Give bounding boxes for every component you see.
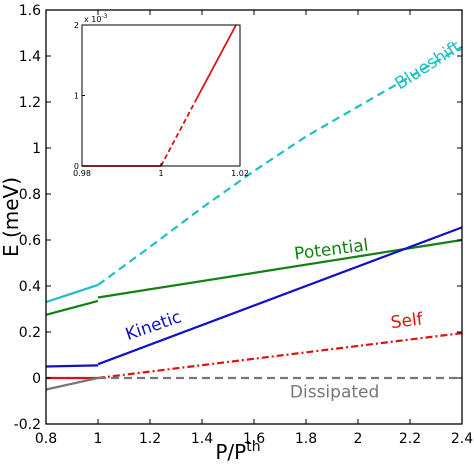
y-tick-label: -0.2 bbox=[14, 417, 41, 433]
x-axis-label-superscript: th bbox=[246, 439, 260, 455]
x-tick-label: 1.6 bbox=[243, 431, 265, 447]
inset-y-scale-label: x 10-3 bbox=[84, 13, 108, 24]
inset-y-tick-label: 1 bbox=[74, 92, 79, 101]
inset-background bbox=[82, 25, 240, 166]
x-axis-label: P/Pth bbox=[215, 439, 260, 464]
y-tick-label: 1.2 bbox=[19, 95, 41, 111]
series-blueshift-line-1 bbox=[45, 283, 99, 304]
y-tick-label: 0 bbox=[32, 371, 41, 387]
inset-x-tick-label: 1 bbox=[158, 169, 163, 178]
main-axes-ticks: 0.8 1 1.2 1.4 1.6 1.8 2 2.2 2.4 -0.2 0 0.2 0.4 0.6 0.8… bbox=[14, 3, 474, 447]
x-axis-label-main: P/P bbox=[215, 440, 246, 464]
y-tick-label: 0.6 bbox=[19, 233, 41, 249]
inset-x-tick-label: 0.98 bbox=[73, 169, 91, 178]
series-self-line-2 bbox=[97, 332, 463, 380]
inset-plot: 0.98 1 1.02 0 1 2 x 10-3 bbox=[73, 13, 249, 178]
inset-series-line-3 bbox=[195, 24, 237, 100]
y-tick-label: 1.6 bbox=[19, 3, 41, 19]
inset-y-tick-label: 2 bbox=[74, 21, 79, 30]
x-tick-label: 2.4 bbox=[451, 431, 473, 447]
series-label-dissipated: Dissipated bbox=[290, 383, 379, 403]
x-tick-label: 1.4 bbox=[191, 431, 213, 447]
y-tick-label: 0.2 bbox=[19, 325, 41, 341]
series-potential-line-1 bbox=[45, 299, 99, 316]
inset-x-tick-label: 1.02 bbox=[231, 169, 249, 178]
series-label-blueshift: Blueshift bbox=[391, 37, 465, 94]
main-plot-lines bbox=[45, 45, 463, 391]
x-tick-label: 2.2 bbox=[399, 431, 421, 447]
x-tick-label: 2 bbox=[354, 431, 363, 447]
y-tick-label: 0.8 bbox=[19, 187, 41, 203]
inset-y-scale-base: x 10 bbox=[84, 15, 101, 24]
x-tick-label: 0.8 bbox=[35, 431, 57, 447]
x-tick-label: 1 bbox=[94, 431, 103, 447]
inset-series-line-2 bbox=[160, 98, 198, 167]
inset-y-scale-exponent: -3 bbox=[101, 13, 107, 20]
y-tick-label: 1.4 bbox=[19, 49, 41, 65]
x-tick-label: 1.8 bbox=[295, 431, 317, 447]
y-tick-label: 0.4 bbox=[19, 279, 41, 295]
series-label-kinetic: Kinetic bbox=[123, 307, 184, 345]
series-blueshift-line-2 bbox=[97, 45, 463, 286]
inset-y-tick-label: 0 bbox=[74, 162, 79, 171]
y-tick-label: 1 bbox=[32, 141, 41, 157]
y-axis-label: E (meV) bbox=[0, 177, 23, 257]
series-kinetic-line-2 bbox=[97, 226, 463, 366]
series-dissipated-line-1 bbox=[45, 376, 99, 391]
inset-axes-ticks: 0.98 1 1.02 0 1 2 bbox=[73, 21, 249, 178]
series-kinetic-line-1 bbox=[45, 364, 99, 368]
series-label-self: Self bbox=[390, 309, 425, 333]
x-tick-label: 1.2 bbox=[139, 431, 161, 447]
